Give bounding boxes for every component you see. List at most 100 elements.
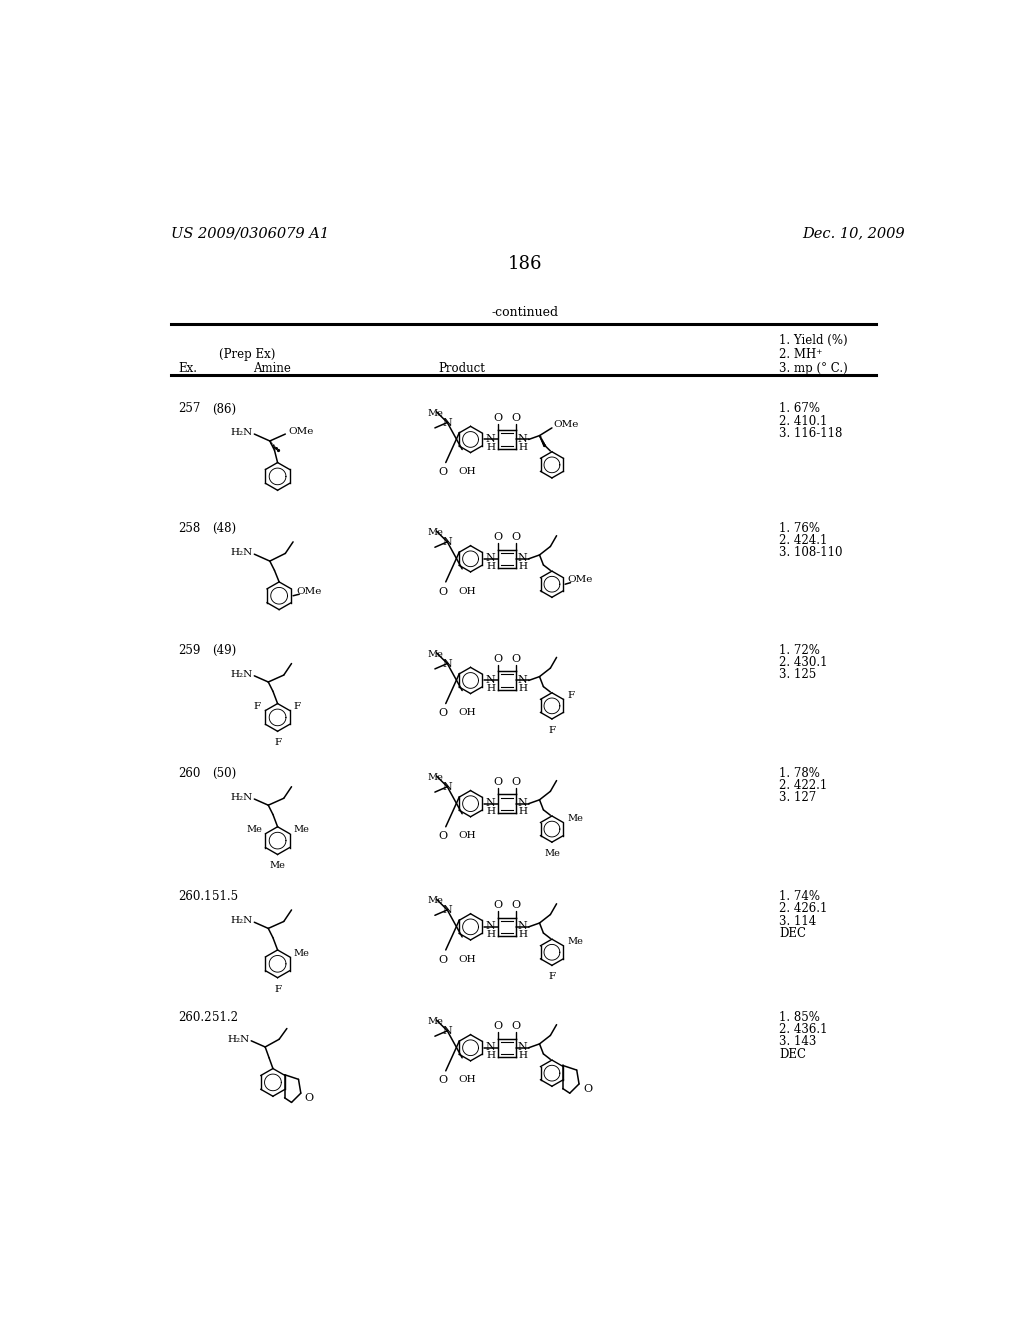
Text: F: F	[549, 726, 555, 735]
Text: F: F	[253, 702, 260, 711]
Text: O: O	[438, 1076, 447, 1085]
Text: Product: Product	[438, 362, 485, 375]
Text: N: N	[517, 434, 527, 444]
Text: Me: Me	[544, 849, 560, 858]
Text: 1. Yield (%): 1. Yield (%)	[779, 334, 848, 347]
Text: F: F	[274, 738, 282, 747]
Text: 3. 108-110: 3. 108-110	[779, 546, 843, 560]
Text: 186: 186	[508, 255, 542, 273]
Text: H: H	[518, 931, 527, 939]
Text: O: O	[512, 413, 521, 422]
Text: OH: OH	[458, 586, 476, 595]
Text: 260.1: 260.1	[178, 890, 212, 903]
Text: -continued: -continued	[492, 306, 558, 319]
Text: F: F	[293, 702, 300, 711]
Text: Me: Me	[293, 949, 309, 957]
Text: 1. 78%: 1. 78%	[779, 767, 820, 780]
Text: OH: OH	[458, 1076, 476, 1085]
Text: OH: OH	[458, 832, 476, 841]
Text: OMe: OMe	[554, 420, 579, 429]
Text: H₂N: H₂N	[230, 916, 253, 925]
Text: (49): (49)	[212, 644, 236, 656]
Text: O: O	[512, 900, 521, 909]
Text: H: H	[486, 562, 496, 572]
Text: O: O	[512, 776, 521, 787]
Text: F: F	[567, 690, 574, 700]
Text: 2. 436.1: 2. 436.1	[779, 1023, 827, 1036]
Text: N: N	[485, 434, 496, 444]
Text: H: H	[486, 1051, 496, 1060]
Text: H: H	[518, 1051, 527, 1060]
Text: 3. 143: 3. 143	[779, 1035, 816, 1048]
Text: H: H	[518, 562, 527, 572]
Text: H₂N: H₂N	[227, 1035, 250, 1044]
Text: N: N	[442, 537, 453, 546]
Text: 259: 259	[178, 644, 201, 656]
Text: H: H	[518, 684, 527, 693]
Text: N: N	[485, 553, 496, 564]
Text: Me: Me	[269, 862, 286, 870]
Text: 260.2: 260.2	[178, 1011, 212, 1024]
Text: 2. 410.1: 2. 410.1	[779, 414, 827, 428]
Text: N: N	[485, 1041, 496, 1052]
Text: OMe: OMe	[296, 586, 322, 595]
Text: 3. 127: 3. 127	[779, 792, 816, 804]
Text: H: H	[486, 807, 496, 816]
Text: O: O	[304, 1093, 313, 1102]
Text: N: N	[442, 906, 453, 915]
Text: Me: Me	[427, 896, 442, 906]
Text: O: O	[438, 586, 447, 597]
Text: H: H	[518, 442, 527, 451]
Text: N: N	[442, 659, 453, 668]
Text: O: O	[438, 467, 447, 477]
Text: 1. 76%: 1. 76%	[779, 521, 820, 535]
Text: 1. 72%: 1. 72%	[779, 644, 820, 656]
Text: N: N	[442, 417, 453, 428]
Text: H: H	[486, 684, 496, 693]
Text: O: O	[438, 832, 447, 841]
Text: O: O	[438, 708, 447, 718]
Text: OMe: OMe	[567, 576, 593, 583]
Text: OH: OH	[458, 708, 476, 717]
Text: 260: 260	[178, 767, 201, 780]
Text: 3. 116-118: 3. 116-118	[779, 428, 843, 440]
Text: N: N	[517, 675, 527, 685]
Text: 2. 430.1: 2. 430.1	[779, 656, 827, 669]
Text: (86): (86)	[212, 403, 236, 416]
Text: OMe: OMe	[289, 428, 313, 436]
Text: Amine: Amine	[254, 362, 292, 375]
Text: O: O	[494, 900, 502, 909]
Text: OH: OH	[458, 954, 476, 964]
Text: N: N	[517, 1041, 527, 1052]
Text: O: O	[512, 653, 521, 664]
Text: Me: Me	[427, 774, 442, 781]
Text: Me: Me	[427, 409, 442, 417]
Text: N: N	[485, 675, 496, 685]
Text: O: O	[512, 532, 521, 543]
Text: 3. 125: 3. 125	[779, 668, 816, 681]
Text: 2. 422.1: 2. 422.1	[779, 779, 827, 792]
Text: O: O	[583, 1084, 592, 1093]
Text: N: N	[517, 553, 527, 564]
Text: 3. 114: 3. 114	[779, 915, 816, 928]
Text: 2. 426.1: 2. 426.1	[779, 903, 827, 915]
Text: 3. mp (° C.): 3. mp (° C.)	[779, 362, 848, 375]
Text: 258: 258	[178, 521, 201, 535]
Text: H₂N: H₂N	[230, 793, 253, 803]
Text: O: O	[494, 413, 502, 422]
Text: 51.5: 51.5	[212, 890, 238, 903]
Text: Me: Me	[567, 937, 584, 946]
Text: H: H	[486, 931, 496, 939]
Text: N: N	[517, 797, 527, 808]
Text: F: F	[274, 985, 282, 994]
Text: O: O	[512, 1020, 521, 1031]
Text: Me: Me	[427, 1016, 442, 1026]
Text: Ex.: Ex.	[178, 362, 198, 375]
Text: O: O	[438, 954, 447, 965]
Text: N: N	[485, 797, 496, 808]
Text: H: H	[518, 807, 527, 816]
Text: 1. 67%: 1. 67%	[779, 403, 820, 416]
Text: N: N	[517, 921, 527, 931]
Text: N: N	[442, 781, 453, 792]
Text: O: O	[494, 532, 502, 543]
